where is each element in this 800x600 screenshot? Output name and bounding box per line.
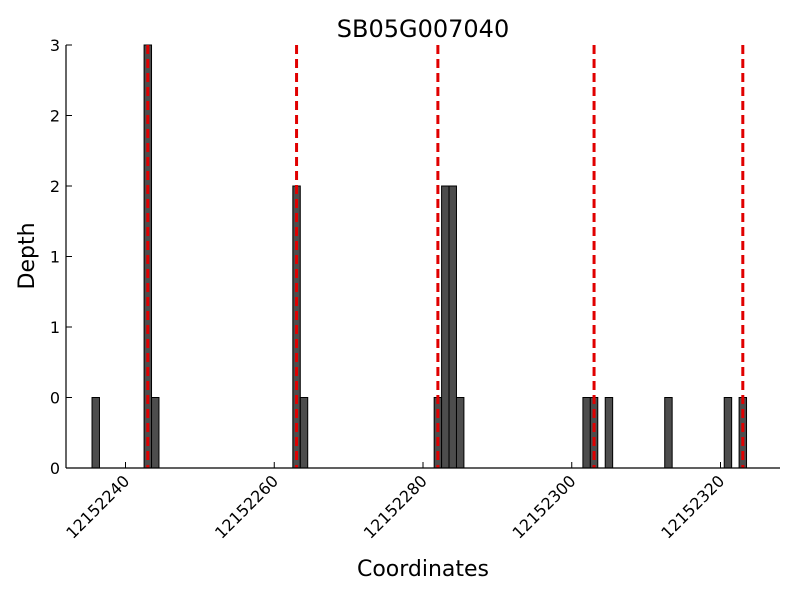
bar: [299, 397, 309, 469]
x-ticks-layer: 12152240 12152260 12152280 12152300 12152320: [62, 462, 728, 542]
x-tick-label: 12152240: [62, 471, 133, 542]
x-axis-title: Coordinates: [357, 557, 489, 582]
chart-title: SB05G007040: [337, 15, 509, 43]
y-tick-label: 1: [50, 248, 60, 267]
y-tick-label: 0: [50, 459, 60, 478]
x-tick-label: 12152280: [360, 471, 431, 542]
reference-lines-layer: [146, 45, 745, 468]
bar: [91, 397, 100, 469]
bar: [723, 397, 733, 469]
bar: [448, 185, 457, 469]
bars-layer: [91, 44, 748, 469]
y-tick-label: 2: [50, 107, 60, 126]
y-tick-label: 1: [50, 318, 60, 337]
x-tick-label: 12152260: [211, 471, 282, 542]
y-ticks-layer: 0 0 1 1 2 2 3: [50, 36, 72, 478]
bar: [582, 397, 591, 469]
bar: [455, 397, 465, 469]
x-tick-label: 12152320: [657, 471, 728, 542]
bar: [664, 397, 673, 469]
y-tick-label: 3: [50, 36, 60, 55]
y-tick-label: 0: [50, 389, 60, 408]
axes-layer: [65, 45, 780, 469]
bar: [151, 397, 160, 469]
y-tick-label: 2: [50, 177, 60, 196]
y-axis-title: Depth: [15, 222, 40, 289]
bar: [604, 397, 614, 469]
x-tick-label: 12152300: [509, 471, 580, 542]
bar: [441, 185, 450, 469]
